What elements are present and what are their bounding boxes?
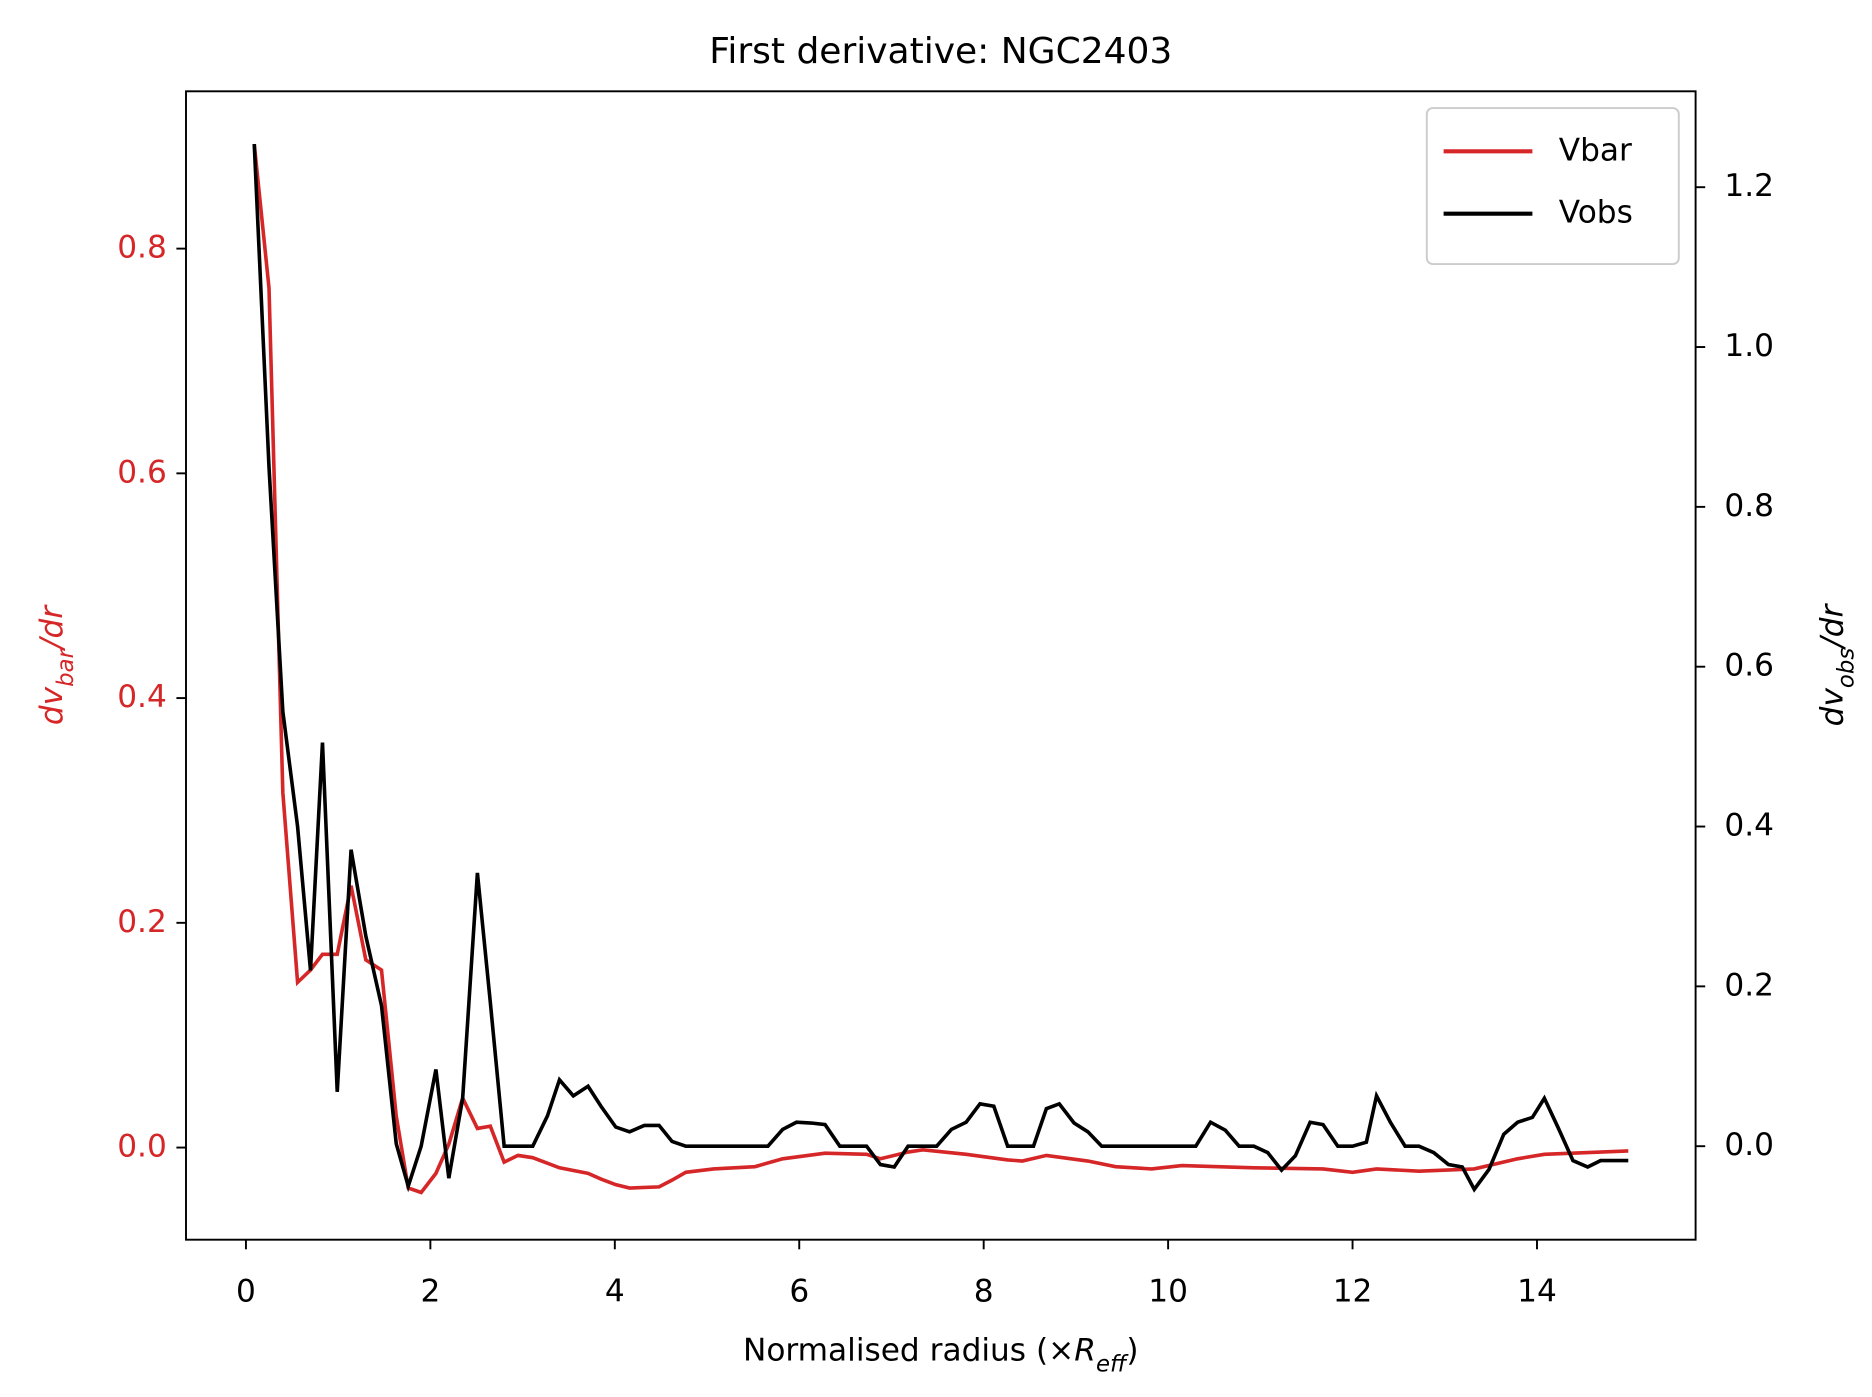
y2-tick-label: 0.4 — [1724, 808, 1774, 844]
legend-label: Vbar — [1559, 132, 1632, 168]
y-axis-label-part: dv — [34, 686, 70, 725]
y2-tick-label: 1.0 — [1724, 328, 1774, 364]
x-tick-label: 8 — [974, 1274, 994, 1310]
y2-axis-label-part: dv — [1815, 688, 1851, 727]
y-tick-label: 0.0 — [117, 1129, 167, 1165]
x-tick-label: 14 — [1517, 1274, 1557, 1310]
plot-frame — [185, 90, 1697, 1241]
y-axis-label-part: /dr — [34, 604, 70, 652]
x-axis-label-part: R — [1074, 1332, 1096, 1368]
x-axis-label-part: ) — [1126, 1332, 1138, 1368]
data-line — [252, 143, 1629, 1193]
y-tick-label: 0.8 — [117, 230, 167, 266]
data-line — [252, 143, 1629, 1195]
x-tick-label: 6 — [789, 1274, 809, 1310]
y-tick-label: 0.6 — [117, 454, 167, 490]
y2-tick-label: 0.2 — [1724, 967, 1774, 1003]
x-tick-label: 0 — [236, 1274, 256, 1310]
y2-tick-label: 0.6 — [1724, 648, 1774, 684]
y-axis-label: dvbar/dr — [34, 604, 79, 725]
x-tick-label: 4 — [605, 1274, 625, 1310]
y2-tick-label: 0.0 — [1724, 1127, 1774, 1163]
x-tick-label: 12 — [1333, 1274, 1373, 1310]
legend-label: Vobs — [1559, 195, 1633, 231]
y2-axis-label: dvobs/dr — [1815, 602, 1860, 726]
x-tick-label: 10 — [1148, 1274, 1188, 1310]
x-tick-label: 2 — [420, 1274, 440, 1310]
y2-tick-label: 0.8 — [1724, 488, 1774, 524]
y2-axis-label-part: /dr — [1815, 602, 1851, 650]
chart-title: First derivative: NGC2403 — [709, 31, 1172, 72]
y-axis-label-part: bar — [52, 647, 78, 686]
y2-tick-label: 1.2 — [1724, 168, 1774, 204]
x-axis-label-part: Normalised radius (× — [743, 1332, 1074, 1368]
legend-box — [1425, 107, 1680, 266]
x-axis-label-part: eff — [1096, 1351, 1129, 1377]
y-tick-label: 0.4 — [117, 679, 167, 715]
y-tick-label: 0.2 — [117, 904, 167, 940]
x-axis-label: Normalised radius (×Reff) — [743, 1332, 1139, 1377]
y2-axis-label-part: obs — [1833, 648, 1859, 688]
